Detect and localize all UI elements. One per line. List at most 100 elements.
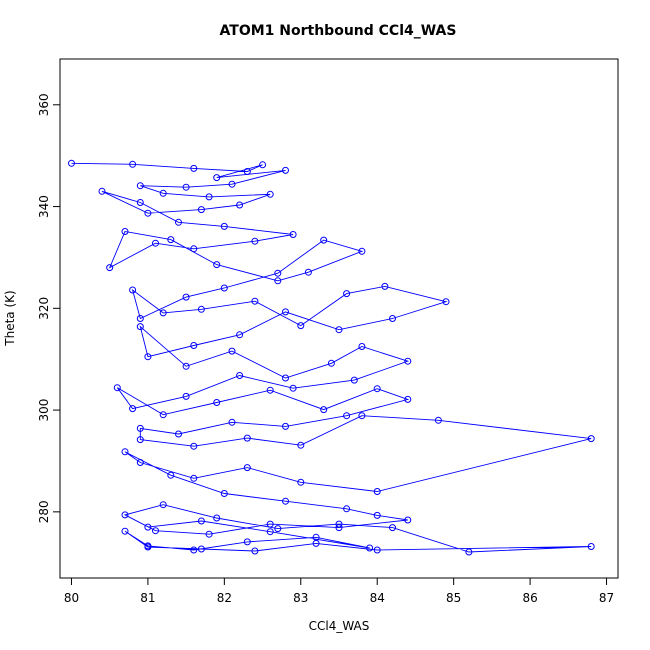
data-point xyxy=(350,376,358,384)
data-point xyxy=(434,416,442,424)
data-point xyxy=(136,182,144,190)
data-point xyxy=(335,326,343,334)
data-point xyxy=(136,459,144,466)
data-point xyxy=(106,264,114,272)
data-point xyxy=(243,168,251,175)
data-point xyxy=(205,193,213,201)
data-point xyxy=(320,406,328,414)
data-point xyxy=(297,322,305,330)
data-point xyxy=(373,488,381,495)
data-point xyxy=(182,362,190,370)
data-point xyxy=(175,430,182,438)
data-point xyxy=(167,471,175,479)
y-axis-label: Theta (K) xyxy=(3,290,17,346)
series-line xyxy=(71,162,592,553)
data-point xyxy=(282,497,289,505)
plot-frame xyxy=(59,58,619,579)
data-point xyxy=(159,309,167,317)
data-point xyxy=(304,268,312,276)
data-point xyxy=(266,528,274,536)
data-point xyxy=(358,343,366,350)
x-tick-label: 80 xyxy=(64,591,79,605)
data-point xyxy=(228,180,236,188)
data-point xyxy=(335,520,343,528)
data-point xyxy=(190,546,198,554)
data-point xyxy=(389,524,396,532)
x-tick-label: 81 xyxy=(140,591,155,605)
data-point xyxy=(129,286,137,294)
data-point xyxy=(159,411,167,419)
data-point xyxy=(190,245,198,253)
data-point xyxy=(121,511,129,519)
data-point xyxy=(152,239,159,247)
data-point xyxy=(68,159,75,167)
data-point xyxy=(190,342,198,349)
data-point xyxy=(144,353,152,361)
data-point xyxy=(282,308,289,316)
x-tick-label: 86 xyxy=(522,591,537,605)
data-point xyxy=(144,542,152,550)
data-point xyxy=(259,161,267,169)
data-point xyxy=(343,505,351,513)
x-axis: 80 81 82 83 84 85 86 87 xyxy=(64,578,614,605)
data-point xyxy=(197,545,205,553)
y-axis: 280 300 320 340 360 xyxy=(37,93,60,523)
data-point xyxy=(251,297,259,305)
data-point xyxy=(129,405,137,413)
data-point xyxy=(282,422,289,430)
data-point xyxy=(465,548,473,556)
data-point xyxy=(197,305,205,313)
data-point xyxy=(358,247,366,255)
data-point xyxy=(213,174,221,182)
data-point xyxy=(220,490,228,497)
data-point xyxy=(144,523,152,531)
data-point xyxy=(213,261,221,269)
data-point xyxy=(182,293,190,301)
data-point xyxy=(220,284,228,292)
data-point xyxy=(343,290,351,298)
data-point xyxy=(297,478,305,486)
data-point xyxy=(136,323,144,331)
data-point xyxy=(113,384,121,392)
data-point xyxy=(358,412,366,420)
data-point xyxy=(266,520,274,528)
data-point xyxy=(442,298,450,306)
x-tick-label: 83 xyxy=(293,591,308,605)
data-point xyxy=(587,543,595,550)
data-point xyxy=(251,547,259,555)
data-point xyxy=(152,527,159,535)
data-point xyxy=(297,441,305,449)
x-axis-label: CCl4_WAS xyxy=(309,619,370,633)
data-point xyxy=(144,209,152,217)
data-point xyxy=(335,524,343,532)
data-point xyxy=(266,386,274,394)
data-point xyxy=(373,511,381,519)
data-point xyxy=(243,538,251,546)
data-point xyxy=(274,525,282,533)
y-tick-label: 340 xyxy=(37,195,51,218)
data-point xyxy=(404,357,412,365)
data-point xyxy=(197,517,205,525)
x-tick-label: 85 xyxy=(446,591,461,605)
data-point xyxy=(175,218,182,226)
data-point xyxy=(343,412,351,420)
data-point xyxy=(121,448,129,456)
data-point xyxy=(320,236,328,244)
data-point xyxy=(236,372,244,379)
data-point xyxy=(251,237,259,245)
data-point xyxy=(404,395,412,403)
data-point xyxy=(213,514,221,522)
data-point xyxy=(282,374,289,382)
data-point xyxy=(243,434,251,442)
data-point xyxy=(228,347,236,355)
x-tick-label: 82 xyxy=(217,591,232,605)
data-point xyxy=(236,331,244,339)
chart-title: ATOM1 Northbound CCl4_WAS xyxy=(220,23,457,39)
data-point xyxy=(289,231,297,238)
data-point xyxy=(136,199,144,206)
y-tick-label: 320 xyxy=(37,297,51,320)
data-point xyxy=(373,385,381,393)
data-point xyxy=(159,501,167,509)
data-point xyxy=(312,533,320,541)
